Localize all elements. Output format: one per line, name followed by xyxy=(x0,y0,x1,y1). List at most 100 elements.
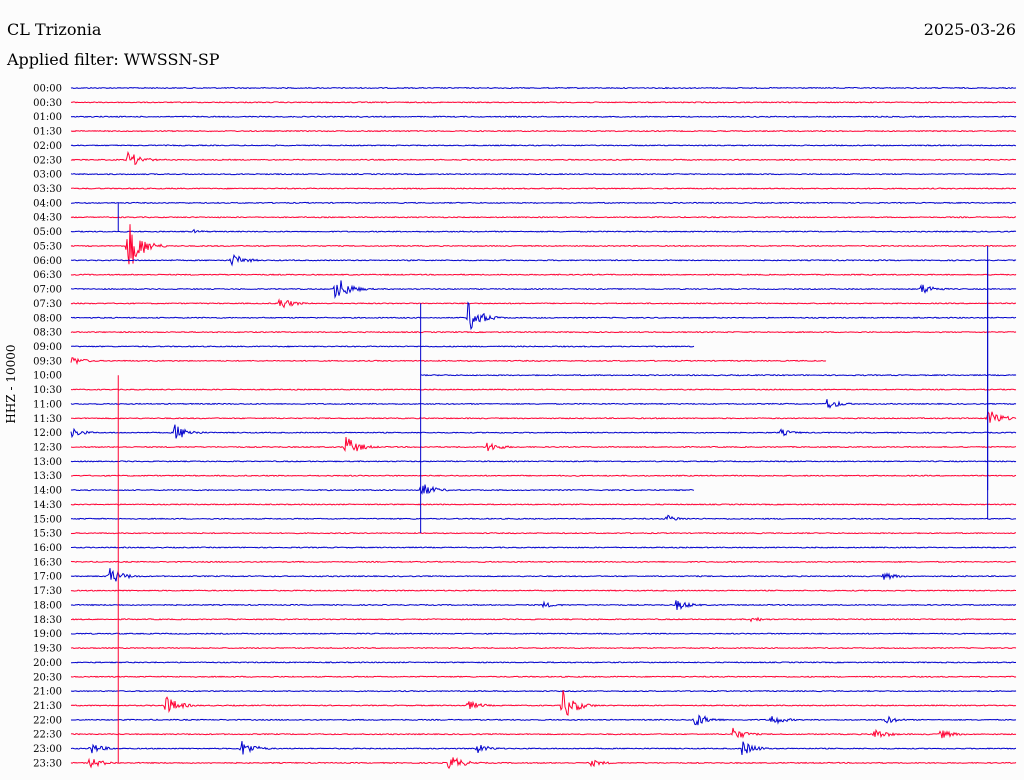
row-time-label: 15:00 xyxy=(33,514,62,525)
row-time-label: 10:00 xyxy=(33,371,62,382)
row-time-label: 22:00 xyxy=(33,715,62,726)
row-time-label: 05:00 xyxy=(33,227,62,238)
trace-line xyxy=(70,460,1017,463)
row-time-label: 06:00 xyxy=(33,256,62,267)
trace-line xyxy=(70,101,1017,104)
row-time-label: 16:00 xyxy=(33,543,62,554)
row-time-label: 01:30 xyxy=(33,127,62,138)
row-time-label: 23:00 xyxy=(33,744,62,755)
row-time-label: 19:00 xyxy=(33,629,62,640)
row-time-label: 20:30 xyxy=(33,672,62,683)
row-time-label: 23:30 xyxy=(33,758,62,769)
trace-line xyxy=(70,115,1017,118)
trace-line xyxy=(70,568,1017,582)
row-time-label: 19:30 xyxy=(33,644,62,655)
filter-label: Applied filter: WWSSN-SP xyxy=(7,50,220,69)
row-time-label: 17:30 xyxy=(33,586,62,597)
row-time-label: 01:00 xyxy=(33,112,62,123)
trace-line xyxy=(70,727,1017,739)
row-time-label: 10:30 xyxy=(33,385,62,396)
trace-line xyxy=(70,86,1017,90)
row-time-label: 21:00 xyxy=(33,687,62,698)
row-time-label: 13:30 xyxy=(33,471,62,482)
row-time-label: 22:30 xyxy=(33,730,62,741)
row-time-label: 21:30 xyxy=(33,701,62,712)
trace-line xyxy=(70,646,1017,650)
trace-line xyxy=(71,411,1017,423)
trace-line xyxy=(70,436,1017,453)
trace-line xyxy=(70,228,1017,234)
trace-line xyxy=(70,173,1017,176)
row-time-label: 18:30 xyxy=(33,615,62,626)
row-time-label: 12:30 xyxy=(33,443,62,454)
trace-line xyxy=(70,632,1016,635)
trace-line xyxy=(70,224,1017,265)
trace-line xyxy=(70,357,827,366)
station-title: CL Trizonia xyxy=(7,20,102,39)
trace-line xyxy=(70,144,1017,147)
trace-line xyxy=(70,280,1017,299)
row-time-label: 00:00 xyxy=(33,84,62,95)
trace-line xyxy=(70,388,1017,391)
trace-line xyxy=(70,600,1017,611)
row-time-label: 18:00 xyxy=(33,600,62,611)
row-time-label: 02:30 xyxy=(33,155,62,166)
trace-line xyxy=(420,373,1017,377)
trace-line xyxy=(70,503,1017,506)
trace-line xyxy=(70,532,1016,535)
row-time-label: 04:00 xyxy=(33,198,62,209)
trace-line xyxy=(70,616,1017,623)
trace-line xyxy=(71,474,1017,477)
trace-line xyxy=(70,298,1017,309)
row-time-label: 06:30 xyxy=(33,270,62,281)
row-time-label: 08:30 xyxy=(33,328,62,339)
row-time-label: 12:00 xyxy=(33,428,62,439)
trace-line xyxy=(70,741,1017,755)
row-time-label: 03:30 xyxy=(33,184,62,195)
trace-line xyxy=(71,201,1017,205)
row-time-label: 07:30 xyxy=(33,299,62,310)
row-time-label: 07:00 xyxy=(33,285,62,296)
row-time-label: 05:30 xyxy=(33,241,62,252)
trace-line xyxy=(70,216,1017,219)
row-time-label: 14:30 xyxy=(33,500,62,511)
trace-line xyxy=(70,301,1017,331)
trace-line xyxy=(70,560,1017,564)
trace-line xyxy=(70,661,1017,664)
row-time-label: 08:00 xyxy=(33,313,62,324)
trace-line xyxy=(71,345,695,348)
row-time-label: 09:00 xyxy=(33,342,62,353)
trace-line xyxy=(70,129,1017,133)
date-label: 2025-03-26 xyxy=(923,20,1016,39)
trace-line xyxy=(71,546,1017,549)
row-time-label: 20:00 xyxy=(33,658,62,669)
trace-line xyxy=(70,273,1017,276)
row-time-label: 14:00 xyxy=(33,486,62,497)
trace-line xyxy=(70,484,695,495)
trace-line xyxy=(70,253,1017,267)
trace-line xyxy=(70,150,1017,166)
row-time-label: 09:30 xyxy=(33,356,62,367)
trace-line xyxy=(70,330,1017,334)
trace-line xyxy=(70,187,1017,190)
trace-line xyxy=(70,757,1017,770)
trace-line xyxy=(70,589,1016,592)
trace-line xyxy=(70,424,1017,439)
row-time-label: 03:00 xyxy=(33,170,62,181)
row-time-label: 04:30 xyxy=(33,213,62,224)
row-time-label: 11:30 xyxy=(33,414,62,425)
row-time-label: 16:30 xyxy=(33,557,62,568)
row-time-label: 17:00 xyxy=(33,572,62,583)
row-time-label: 00:30 xyxy=(33,98,62,109)
row-time-label: 13:00 xyxy=(33,457,62,468)
trace-line xyxy=(70,514,1017,521)
trace-line xyxy=(70,689,1017,693)
row-time-label: 02:00 xyxy=(33,141,62,152)
row-time-label: 15:30 xyxy=(33,529,62,540)
trace-line xyxy=(70,690,1017,716)
trace-line xyxy=(70,675,1017,678)
trace-line xyxy=(70,399,1017,409)
row-time-label: 11:00 xyxy=(33,399,62,410)
trace-line xyxy=(70,714,1017,726)
